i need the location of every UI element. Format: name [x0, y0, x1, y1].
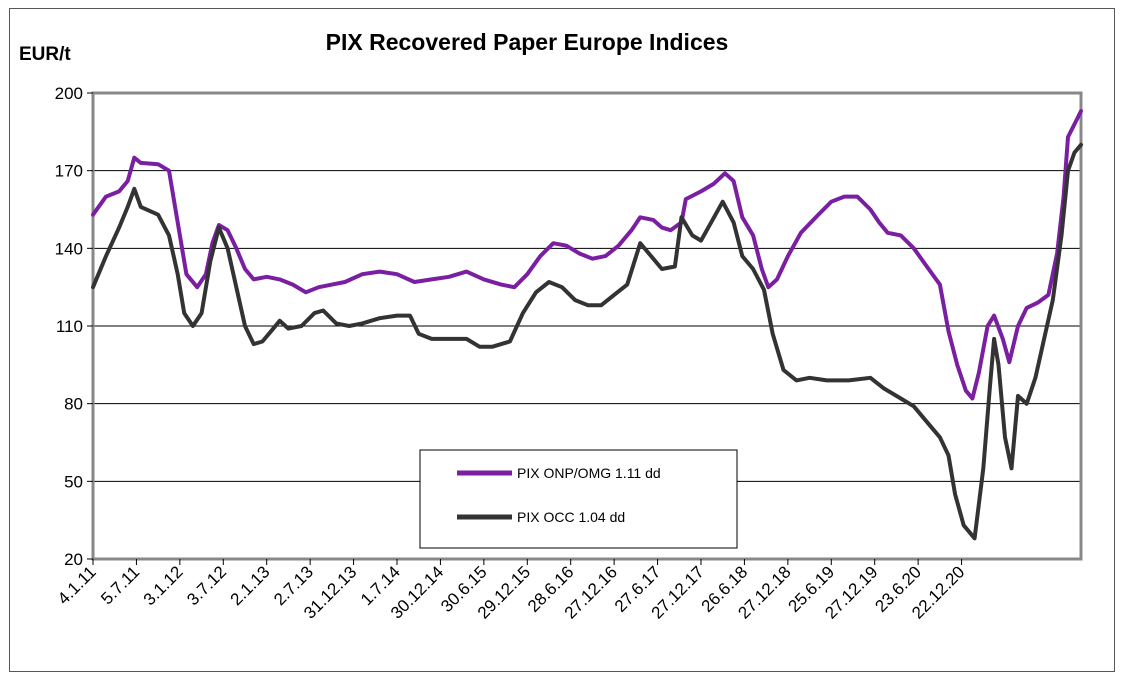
y-tick-label: 110: [56, 317, 83, 336]
x-axis-ticks: 4.1.115.7.113.1.123.7.122.1.132.7.1331.1…: [54, 559, 968, 623]
y-tick-label: 200: [55, 84, 83, 103]
legend-label-onp: PIX ONP/OMG 1.11 dd: [517, 465, 661, 481]
legend-box: [419, 449, 738, 549]
chart-frame: [9, 8, 1115, 672]
x-tick-label: 3.1.12: [140, 562, 187, 609]
grid-lines: [93, 170, 1081, 482]
y-tick-label: 20: [64, 550, 83, 569]
y-tick-label: 80: [64, 395, 83, 414]
y-tick-label: 170: [55, 162, 83, 181]
y-axis-ticks: 20 50 80 110 140 170 200: [55, 84, 93, 569]
series-lines: [91, 109, 1083, 541]
chart-title: PIX Recovered Paper Europe Indices: [326, 29, 729, 55]
legend: PIX ONP/OMG 1.11 dd PIX OCC 1.04 dd: [419, 449, 738, 549]
x-tick-label: 2.1.13: [227, 562, 274, 609]
y-axis-label: EUR/t: [19, 44, 71, 65]
y-tick-label: 50: [64, 472, 83, 491]
x-tick-label: 3.7.12: [183, 562, 230, 609]
series-line-1: [91, 142, 1083, 541]
series-line-0: [91, 109, 1083, 401]
legend-label-occ: PIX OCC 1.04 dd: [517, 509, 625, 525]
x-tick-label: 4.1.11: [54, 562, 100, 608]
x-tick-label: 5.7.11: [97, 562, 143, 608]
y-tick-label: 140: [55, 239, 83, 258]
